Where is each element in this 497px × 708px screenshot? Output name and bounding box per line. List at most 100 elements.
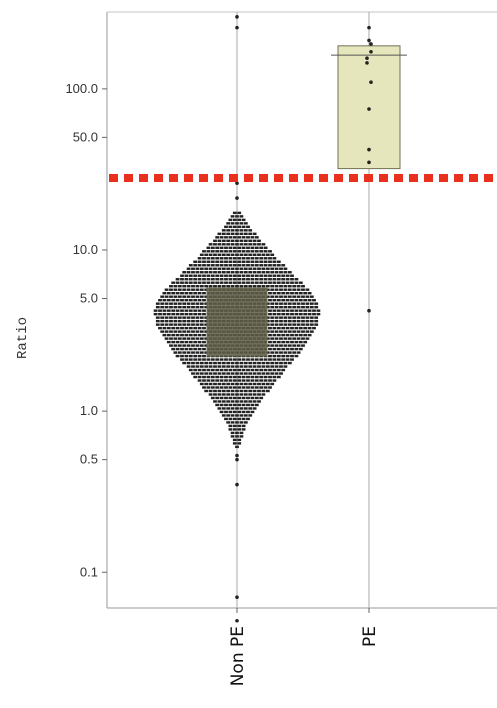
y-tick-label: 1.0 — [80, 403, 98, 418]
data-point — [272, 375, 277, 379]
data-point — [230, 243, 235, 246]
data-point — [274, 316, 279, 319]
data-point — [237, 403, 242, 407]
data-point — [305, 330, 310, 333]
data-point — [279, 372, 283, 375]
data-point — [254, 358, 259, 361]
data-point — [166, 309, 171, 312]
data-point — [199, 344, 204, 347]
data-point — [294, 298, 299, 302]
data-point — [248, 372, 253, 375]
data-point — [217, 382, 222, 386]
data-point — [193, 281, 198, 284]
data-point — [281, 278, 286, 281]
data-point — [217, 285, 222, 288]
data-point — [239, 222, 244, 225]
data-point — [197, 358, 202, 361]
data-point — [250, 260, 255, 263]
data-point — [213, 271, 217, 274]
data-point — [248, 232, 253, 236]
data-point — [239, 389, 244, 393]
data-point — [219, 281, 224, 284]
data-point — [230, 372, 235, 375]
data-point — [261, 361, 266, 365]
data-point — [265, 389, 270, 393]
data-point — [265, 319, 270, 323]
data-point — [228, 236, 233, 239]
data-point — [232, 386, 237, 389]
data-point — [171, 340, 176, 344]
data-point — [254, 278, 259, 281]
data-point — [237, 246, 242, 249]
data-point — [224, 264, 228, 267]
data-point — [221, 232, 226, 236]
outlier-point — [235, 25, 239, 30]
data-point — [252, 361, 257, 365]
data-point — [241, 218, 246, 222]
data-point — [175, 354, 180, 358]
data-point — [199, 288, 204, 291]
data-point — [250, 250, 255, 253]
data-point — [272, 333, 277, 337]
data-point — [241, 250, 246, 253]
data-point — [219, 379, 224, 382]
data-point — [261, 271, 266, 274]
data-point — [305, 316, 310, 319]
data-point — [184, 292, 189, 295]
data-point — [246, 396, 250, 400]
data-point — [274, 305, 279, 309]
data-point — [281, 340, 286, 344]
data-point — [206, 386, 211, 389]
data-point — [259, 386, 264, 389]
data-point — [199, 253, 204, 256]
data-point — [215, 403, 220, 407]
data-point — [235, 253, 239, 256]
data-point — [301, 316, 305, 319]
data-point — [173, 288, 178, 291]
data-point — [217, 389, 222, 393]
data-point — [206, 379, 211, 382]
data-point — [259, 358, 264, 361]
data-point — [173, 330, 178, 333]
data-point — [292, 305, 297, 309]
data-point — [188, 292, 193, 295]
data-point — [166, 333, 171, 337]
data-point — [191, 302, 195, 305]
data-point — [263, 386, 268, 389]
data-point — [250, 281, 255, 284]
data-point — [265, 305, 270, 309]
data-point — [226, 372, 231, 375]
data-point — [219, 274, 224, 277]
data-point — [239, 372, 244, 375]
data-point — [252, 267, 257, 270]
data-point — [272, 347, 277, 351]
data-point — [230, 222, 235, 225]
data-point — [204, 382, 209, 386]
data-point — [186, 365, 191, 368]
data-point — [166, 326, 171, 330]
data-point — [182, 351, 187, 354]
data-point — [301, 337, 305, 340]
data-point — [210, 246, 215, 249]
data-point — [228, 274, 233, 277]
data-point — [270, 288, 275, 291]
data-point — [281, 368, 286, 372]
data-point — [217, 243, 222, 246]
outlier-point — [235, 181, 239, 185]
data-point — [268, 326, 272, 330]
data-point — [287, 316, 292, 319]
data-point — [274, 323, 279, 326]
data-point — [298, 298, 303, 302]
data-point — [221, 271, 226, 274]
data-point — [204, 361, 209, 365]
data-point — [173, 302, 178, 305]
data-point — [237, 386, 242, 389]
data-point — [250, 396, 255, 400]
data-point — [268, 347, 272, 351]
data-point — [232, 246, 237, 249]
outlier-point — [235, 457, 239, 462]
data-point — [243, 253, 248, 256]
data-point — [235, 393, 239, 396]
data-point — [243, 372, 248, 375]
data-point — [204, 323, 209, 326]
